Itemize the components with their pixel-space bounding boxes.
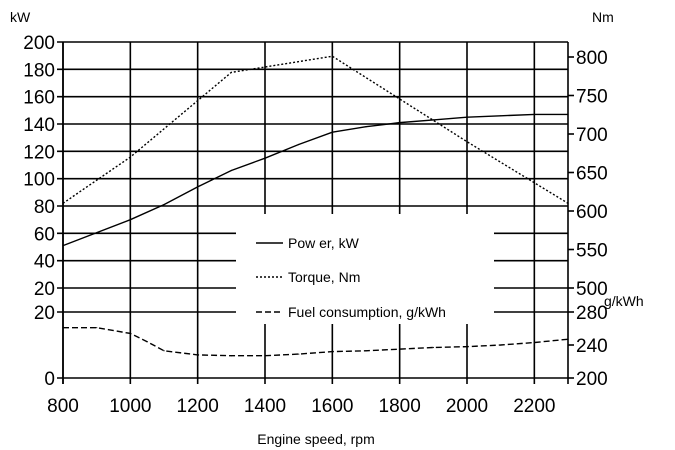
data-point: [230, 169, 232, 172]
left-tick-label: 140: [23, 115, 55, 136]
data-point: [432, 346, 434, 349]
left-tick-label: 20: [34, 303, 55, 324]
legend-label: Fuel consumption, g/kWh: [288, 304, 446, 320]
data-point: [365, 126, 367, 128]
data-point: [331, 351, 333, 353]
data-point: [298, 353, 300, 355]
right-tick-label-torque: 600: [576, 202, 608, 223]
data-point: [197, 186, 199, 188]
series-lines: [62, 55, 569, 357]
x-axis-label: Engine speed, rpm: [257, 431, 375, 447]
data-point: [163, 204, 165, 206]
right-tick-label-torque: 800: [576, 48, 608, 69]
data-point: [264, 355, 266, 357]
left-tick-label: 60: [34, 224, 55, 245]
x-tick-label: 1000: [109, 396, 151, 417]
left-tick-label: 160: [23, 88, 55, 109]
left-tick-label: 200: [23, 33, 55, 54]
data-point: [230, 71, 232, 73]
x-tick-label: 2000: [446, 396, 488, 417]
right-tick-label-fuel: 280: [576, 303, 608, 324]
data-point: [466, 116, 468, 118]
left-tick-label: 180: [23, 60, 55, 81]
data-point: [197, 354, 199, 356]
data-point: [533, 113, 535, 116]
x-tick-label: 1600: [311, 396, 353, 417]
data-point: [466, 346, 468, 348]
left-axis-unit: kW: [10, 9, 31, 25]
series-line-dashed: [63, 326, 569, 357]
right-tick-label-torque: 700: [576, 125, 608, 146]
left-tick-label: 80: [34, 197, 55, 218]
data-point: [432, 119, 434, 121]
data-point: [129, 219, 131, 221]
data-point: [298, 143, 300, 146]
left-tick-label: 120: [23, 142, 55, 163]
data-point: [399, 122, 401, 124]
right-tick-label-torque: 500: [576, 279, 608, 300]
axes: [62, 42, 574, 384]
data-point: [129, 156, 131, 158]
data-point: [129, 332, 131, 335]
right-tick-label-torque: 550: [576, 241, 608, 262]
right-axis-torque-unit: Nm: [592, 9, 614, 25]
left-tick-label: 100: [23, 170, 55, 191]
data-point: [500, 115, 502, 117]
x-tick-label: 2200: [513, 396, 555, 417]
right-axis-fuel-unit: g/kWh: [604, 293, 644, 309]
left-tick-label: 20: [34, 279, 55, 300]
data-point: [533, 341, 535, 344]
axis-labels: kW Nm g/kWh Engine speed, rpm 20 40 60 80 10…: [10, 9, 644, 447]
x-tick-label: 1400: [244, 396, 286, 417]
data-point: [500, 344, 502, 346]
data-point: [331, 55, 333, 57]
data-point: [264, 157, 266, 159]
data-point: [146, 341, 148, 343]
legend-label: Torque, Nm: [288, 269, 360, 285]
right-tick-label-fuel: 240: [576, 336, 608, 357]
legend: Pow er, kW Torque, Nm Fuel consumption, g/…: [236, 214, 494, 324]
series-line-dotted: [62, 55, 569, 204]
left-tick-label: 40: [34, 252, 55, 273]
x-tick-label: 800: [47, 396, 79, 417]
data-point: [466, 141, 468, 143]
data-point: [399, 348, 401, 350]
x-tick-label: 1200: [177, 396, 219, 417]
left-tick-label: 0: [44, 369, 55, 390]
legend-label: Pow er, kW: [288, 235, 360, 251]
data-point: [365, 350, 367, 352]
right-tick-label-fuel: 200: [576, 369, 608, 390]
data-point: [163, 350, 165, 352]
right-tick-label-torque: 650: [576, 164, 608, 185]
data-point: [331, 131, 333, 133]
x-tick-label: 1800: [379, 396, 421, 417]
right-tick-label-torque: 750: [576, 87, 608, 108]
data-point: [96, 327, 98, 329]
data-point: [230, 355, 232, 357]
gridlines: [57, 41, 568, 384]
legend-background: [236, 214, 494, 324]
